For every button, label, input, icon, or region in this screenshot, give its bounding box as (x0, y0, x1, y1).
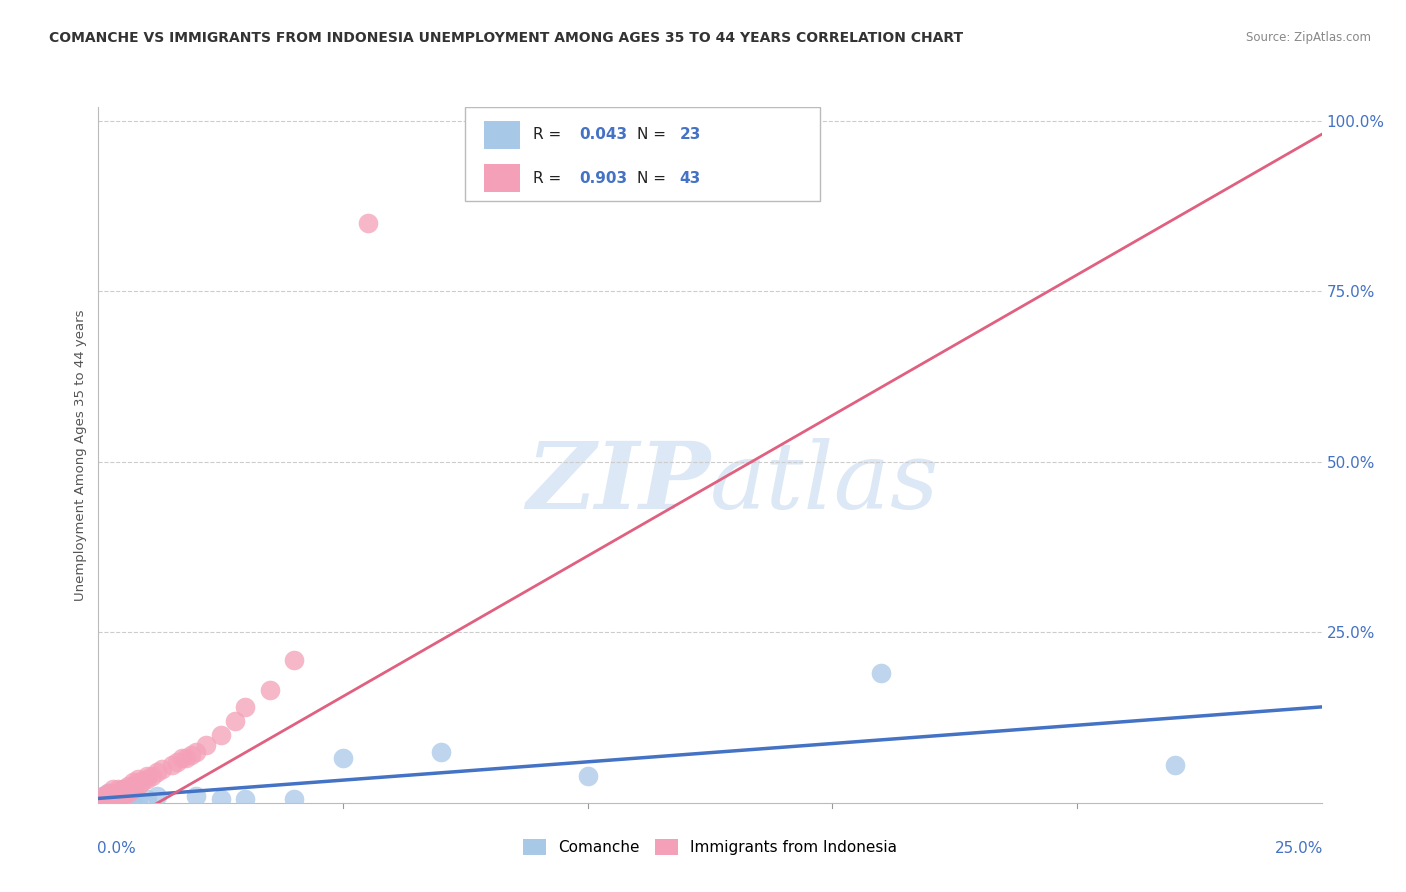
Point (127, 779, 149, 793)
Point (136, 768, 159, 782)
Point (111, 792, 134, 806)
Text: N =: N = (637, 128, 671, 143)
Point (430, 745, 453, 759)
Text: N =: N = (637, 171, 671, 186)
Point (117, 786, 139, 800)
Point (97, 786, 120, 800)
Point (97, 786, 120, 800)
Point (356, 216, 378, 230)
Point (180, 747, 202, 762)
Point (91, 789, 114, 803)
Point (576, 768, 599, 782)
Point (150, 762, 173, 776)
Point (97, 792, 120, 806)
Point (209, 792, 232, 806)
Point (186, 789, 208, 803)
Point (283, 792, 305, 806)
Point (136, 792, 159, 806)
Point (283, 652, 305, 666)
Point (107, 782, 129, 797)
Point (146, 789, 169, 803)
Point (101, 786, 124, 800)
Point (111, 782, 134, 797)
Text: 23: 23 (679, 128, 700, 143)
Point (101, 789, 124, 803)
Point (160, 758, 183, 772)
Point (131, 775, 153, 789)
Bar (484, 164, 520, 193)
Point (107, 789, 129, 803)
Point (101, 792, 124, 806)
Point (121, 792, 143, 806)
Point (127, 772, 149, 786)
FancyBboxPatch shape (465, 107, 820, 201)
Text: 0.043: 0.043 (579, 128, 627, 143)
Point (121, 779, 143, 793)
Text: R =: R = (533, 128, 565, 143)
Point (141, 768, 163, 782)
Point (121, 775, 143, 789)
Point (233, 792, 256, 806)
Point (224, 714, 246, 728)
Point (146, 765, 169, 780)
Point (91, 792, 114, 806)
Point (127, 792, 149, 806)
Point (233, 700, 256, 714)
Point (107, 789, 129, 803)
Point (101, 782, 124, 797)
Point (170, 751, 193, 765)
Text: atlas: atlas (710, 438, 939, 528)
Point (111, 786, 134, 800)
Text: 25.0%: 25.0% (1274, 841, 1323, 856)
Text: ZIP: ZIP (526, 438, 710, 528)
Point (97, 792, 120, 806)
Point (1164, 758, 1187, 772)
Point (111, 782, 134, 797)
Point (121, 782, 143, 797)
Point (870, 666, 893, 681)
Text: COMANCHE VS IMMIGRANTS FROM INDONESIA UNEMPLOYMENT AMONG AGES 35 TO 44 YEARS COR: COMANCHE VS IMMIGRANTS FROM INDONESIA UN… (49, 31, 963, 45)
Point (127, 775, 149, 789)
Text: 43: 43 (679, 171, 700, 186)
Point (91, 789, 114, 803)
Point (101, 789, 124, 803)
Text: R =: R = (533, 171, 565, 186)
Point (111, 789, 134, 803)
Point (166, 755, 188, 769)
Y-axis label: Unemployment Among Ages 35 to 44 years: Unemployment Among Ages 35 to 44 years (75, 310, 87, 600)
Point (332, 751, 354, 765)
Point (136, 772, 159, 786)
Point (117, 789, 139, 803)
Point (117, 782, 139, 797)
Text: 0.903: 0.903 (579, 171, 627, 186)
Point (195, 738, 218, 752)
Bar (484, 121, 520, 149)
Text: Source: ZipAtlas.com: Source: ZipAtlas.com (1246, 31, 1371, 45)
Point (209, 728, 232, 742)
Point (101, 792, 124, 806)
Point (117, 779, 139, 793)
Text: 0.0%: 0.0% (97, 841, 136, 856)
Point (97, 789, 120, 803)
Point (259, 683, 281, 698)
Point (107, 786, 129, 800)
Point (186, 745, 208, 759)
Point (107, 792, 129, 806)
Point (176, 751, 198, 765)
Legend: Comanche, Immigrants from Indonesia: Comanche, Immigrants from Indonesia (517, 833, 903, 862)
